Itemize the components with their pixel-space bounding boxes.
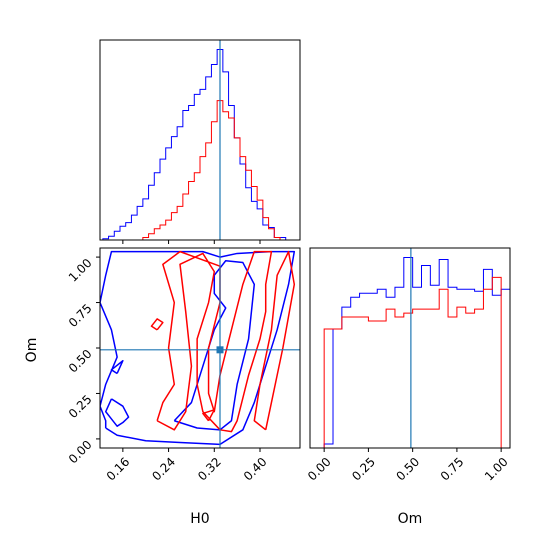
x-axis-label-h0: H0	[190, 511, 209, 527]
truth-marker	[216, 346, 224, 354]
h0-hist-blue-series	[102, 49, 287, 240]
om-histogram-frame	[309, 247, 511, 449]
contour-red-0	[156, 250, 273, 433]
h0-histogram-frame	[99, 39, 301, 241]
y-axis-label-om: Om	[24, 338, 40, 363]
contour-blue-2	[104, 398, 130, 427]
h0-hist-red-series	[142, 100, 281, 240]
contour-layer	[100, 248, 300, 448]
x-axis-label-om: Om	[398, 511, 423, 527]
contour-red-2	[202, 409, 216, 422]
h0-histogram-panel	[99, 39, 301, 244]
om-hist-red-series	[315, 276, 510, 448]
contour-blue-3	[110, 359, 124, 375]
contour-red-3	[253, 250, 296, 431]
contour-red-1	[150, 318, 164, 331]
